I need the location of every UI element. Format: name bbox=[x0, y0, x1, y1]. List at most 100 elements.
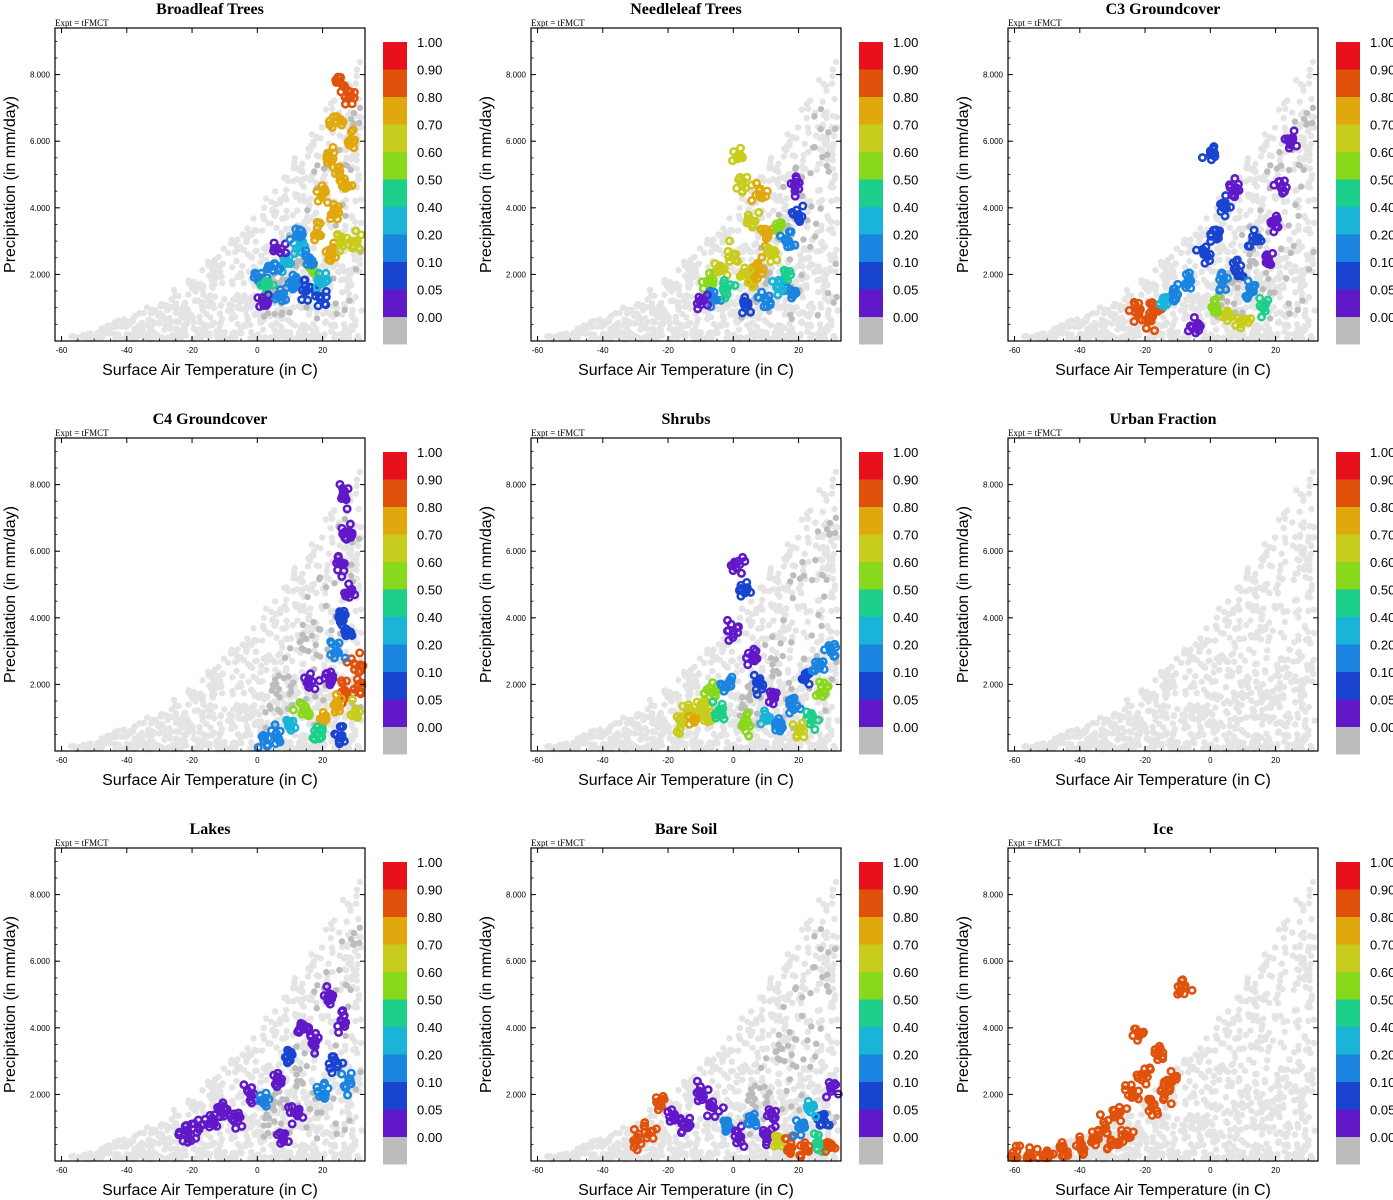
background-point bbox=[245, 251, 252, 258]
background-point bbox=[209, 267, 217, 275]
background-point bbox=[811, 269, 818, 276]
cluster-point bbox=[320, 299, 330, 309]
background-point bbox=[328, 515, 336, 522]
background-point bbox=[1168, 326, 1176, 333]
background-point bbox=[815, 263, 822, 270]
data-point bbox=[331, 116, 341, 126]
background-point bbox=[717, 321, 724, 329]
background-point bbox=[1292, 263, 1299, 270]
zero-point bbox=[347, 115, 355, 123]
background-point bbox=[310, 244, 317, 252]
x-axis-label: Surface Air Temperature (in C) bbox=[102, 362, 318, 379]
background-point bbox=[300, 660, 307, 668]
zero-point bbox=[1309, 119, 1316, 127]
background-point bbox=[234, 646, 241, 653]
colorbar-swatch bbox=[1336, 124, 1360, 152]
colorbar-label: 0.50 bbox=[1370, 173, 1393, 188]
background-point bbox=[746, 248, 754, 255]
colorbar-label: 0.60 bbox=[893, 145, 918, 160]
background-point bbox=[1302, 306, 1309, 314]
background-point bbox=[250, 215, 257, 222]
background-point bbox=[185, 701, 192, 708]
background-point bbox=[832, 58, 840, 66]
data-point bbox=[282, 256, 292, 266]
background-point bbox=[324, 561, 331, 569]
background-point bbox=[720, 225, 727, 232]
background-point bbox=[770, 207, 777, 214]
background-point bbox=[607, 325, 614, 333]
background-point bbox=[260, 204, 268, 212]
background-point bbox=[208, 692, 216, 699]
zero-point bbox=[1259, 285, 1267, 293]
background-point bbox=[270, 658, 278, 665]
background-point bbox=[274, 700, 281, 707]
background-point bbox=[155, 743, 163, 750]
background-point bbox=[272, 598, 279, 605]
background-points bbox=[544, 58, 841, 343]
background-point bbox=[199, 306, 206, 314]
zero-point bbox=[276, 279, 283, 287]
background-point bbox=[1281, 124, 1289, 131]
cluster-point bbox=[338, 241, 348, 251]
background-point bbox=[1281, 254, 1288, 262]
background-point bbox=[804, 254, 811, 262]
background-point bbox=[687, 293, 695, 300]
background-point bbox=[231, 249, 239, 256]
data-point bbox=[275, 289, 285, 299]
colorbar-swatch bbox=[859, 152, 883, 180]
zero-point bbox=[830, 299, 837, 306]
background-point bbox=[707, 249, 715, 256]
background-point bbox=[805, 313, 813, 320]
background-point bbox=[1293, 321, 1301, 328]
zero-point bbox=[1234, 284, 1241, 292]
background-point bbox=[804, 124, 812, 131]
background-point bbox=[218, 689, 226, 697]
background-point bbox=[294, 601, 302, 609]
background-point bbox=[356, 58, 364, 66]
background-point bbox=[149, 738, 157, 745]
background-point bbox=[340, 321, 348, 328]
background-point bbox=[310, 142, 317, 149]
zero-point bbox=[775, 211, 783, 219]
background-point bbox=[1192, 262, 1199, 270]
background-point bbox=[1185, 294, 1193, 302]
background-point bbox=[749, 319, 756, 327]
background-point bbox=[1306, 66, 1314, 73]
background-point bbox=[215, 736, 223, 743]
background-point bbox=[231, 313, 239, 321]
background-point bbox=[802, 281, 810, 289]
background-point bbox=[217, 268, 224, 275]
colorbar-swatch bbox=[383, 289, 407, 317]
background-point bbox=[229, 674, 236, 681]
background-point bbox=[1281, 208, 1288, 216]
zero-point bbox=[1285, 166, 1293, 174]
background-point bbox=[322, 574, 330, 581]
background-point bbox=[1309, 58, 1317, 66]
background-point bbox=[817, 239, 825, 247]
background-point bbox=[120, 335, 127, 342]
background-point bbox=[283, 174, 290, 181]
background-point bbox=[221, 738, 228, 746]
colorbar-swatch bbox=[383, 124, 407, 152]
background-point bbox=[277, 196, 284, 203]
background-point bbox=[353, 66, 361, 73]
background-point bbox=[1280, 198, 1288, 205]
background-point bbox=[1274, 257, 1282, 264]
background-point bbox=[787, 334, 795, 341]
background-point bbox=[273, 634, 280, 641]
background-point bbox=[780, 153, 788, 160]
background-point bbox=[605, 333, 612, 341]
background-point bbox=[1253, 192, 1260, 200]
background-point bbox=[231, 723, 239, 731]
colorbar-label: 0.70 bbox=[893, 118, 918, 133]
zero-point bbox=[1257, 207, 1264, 214]
background-point bbox=[289, 335, 296, 342]
colorbar-label: 0.60 bbox=[417, 145, 442, 160]
background-point bbox=[215, 663, 222, 671]
background-point bbox=[651, 292, 658, 300]
background-point bbox=[1280, 114, 1287, 122]
background-point bbox=[197, 690, 204, 697]
cluster-point bbox=[280, 239, 290, 249]
background-point bbox=[215, 253, 222, 261]
background-point bbox=[1166, 274, 1174, 281]
